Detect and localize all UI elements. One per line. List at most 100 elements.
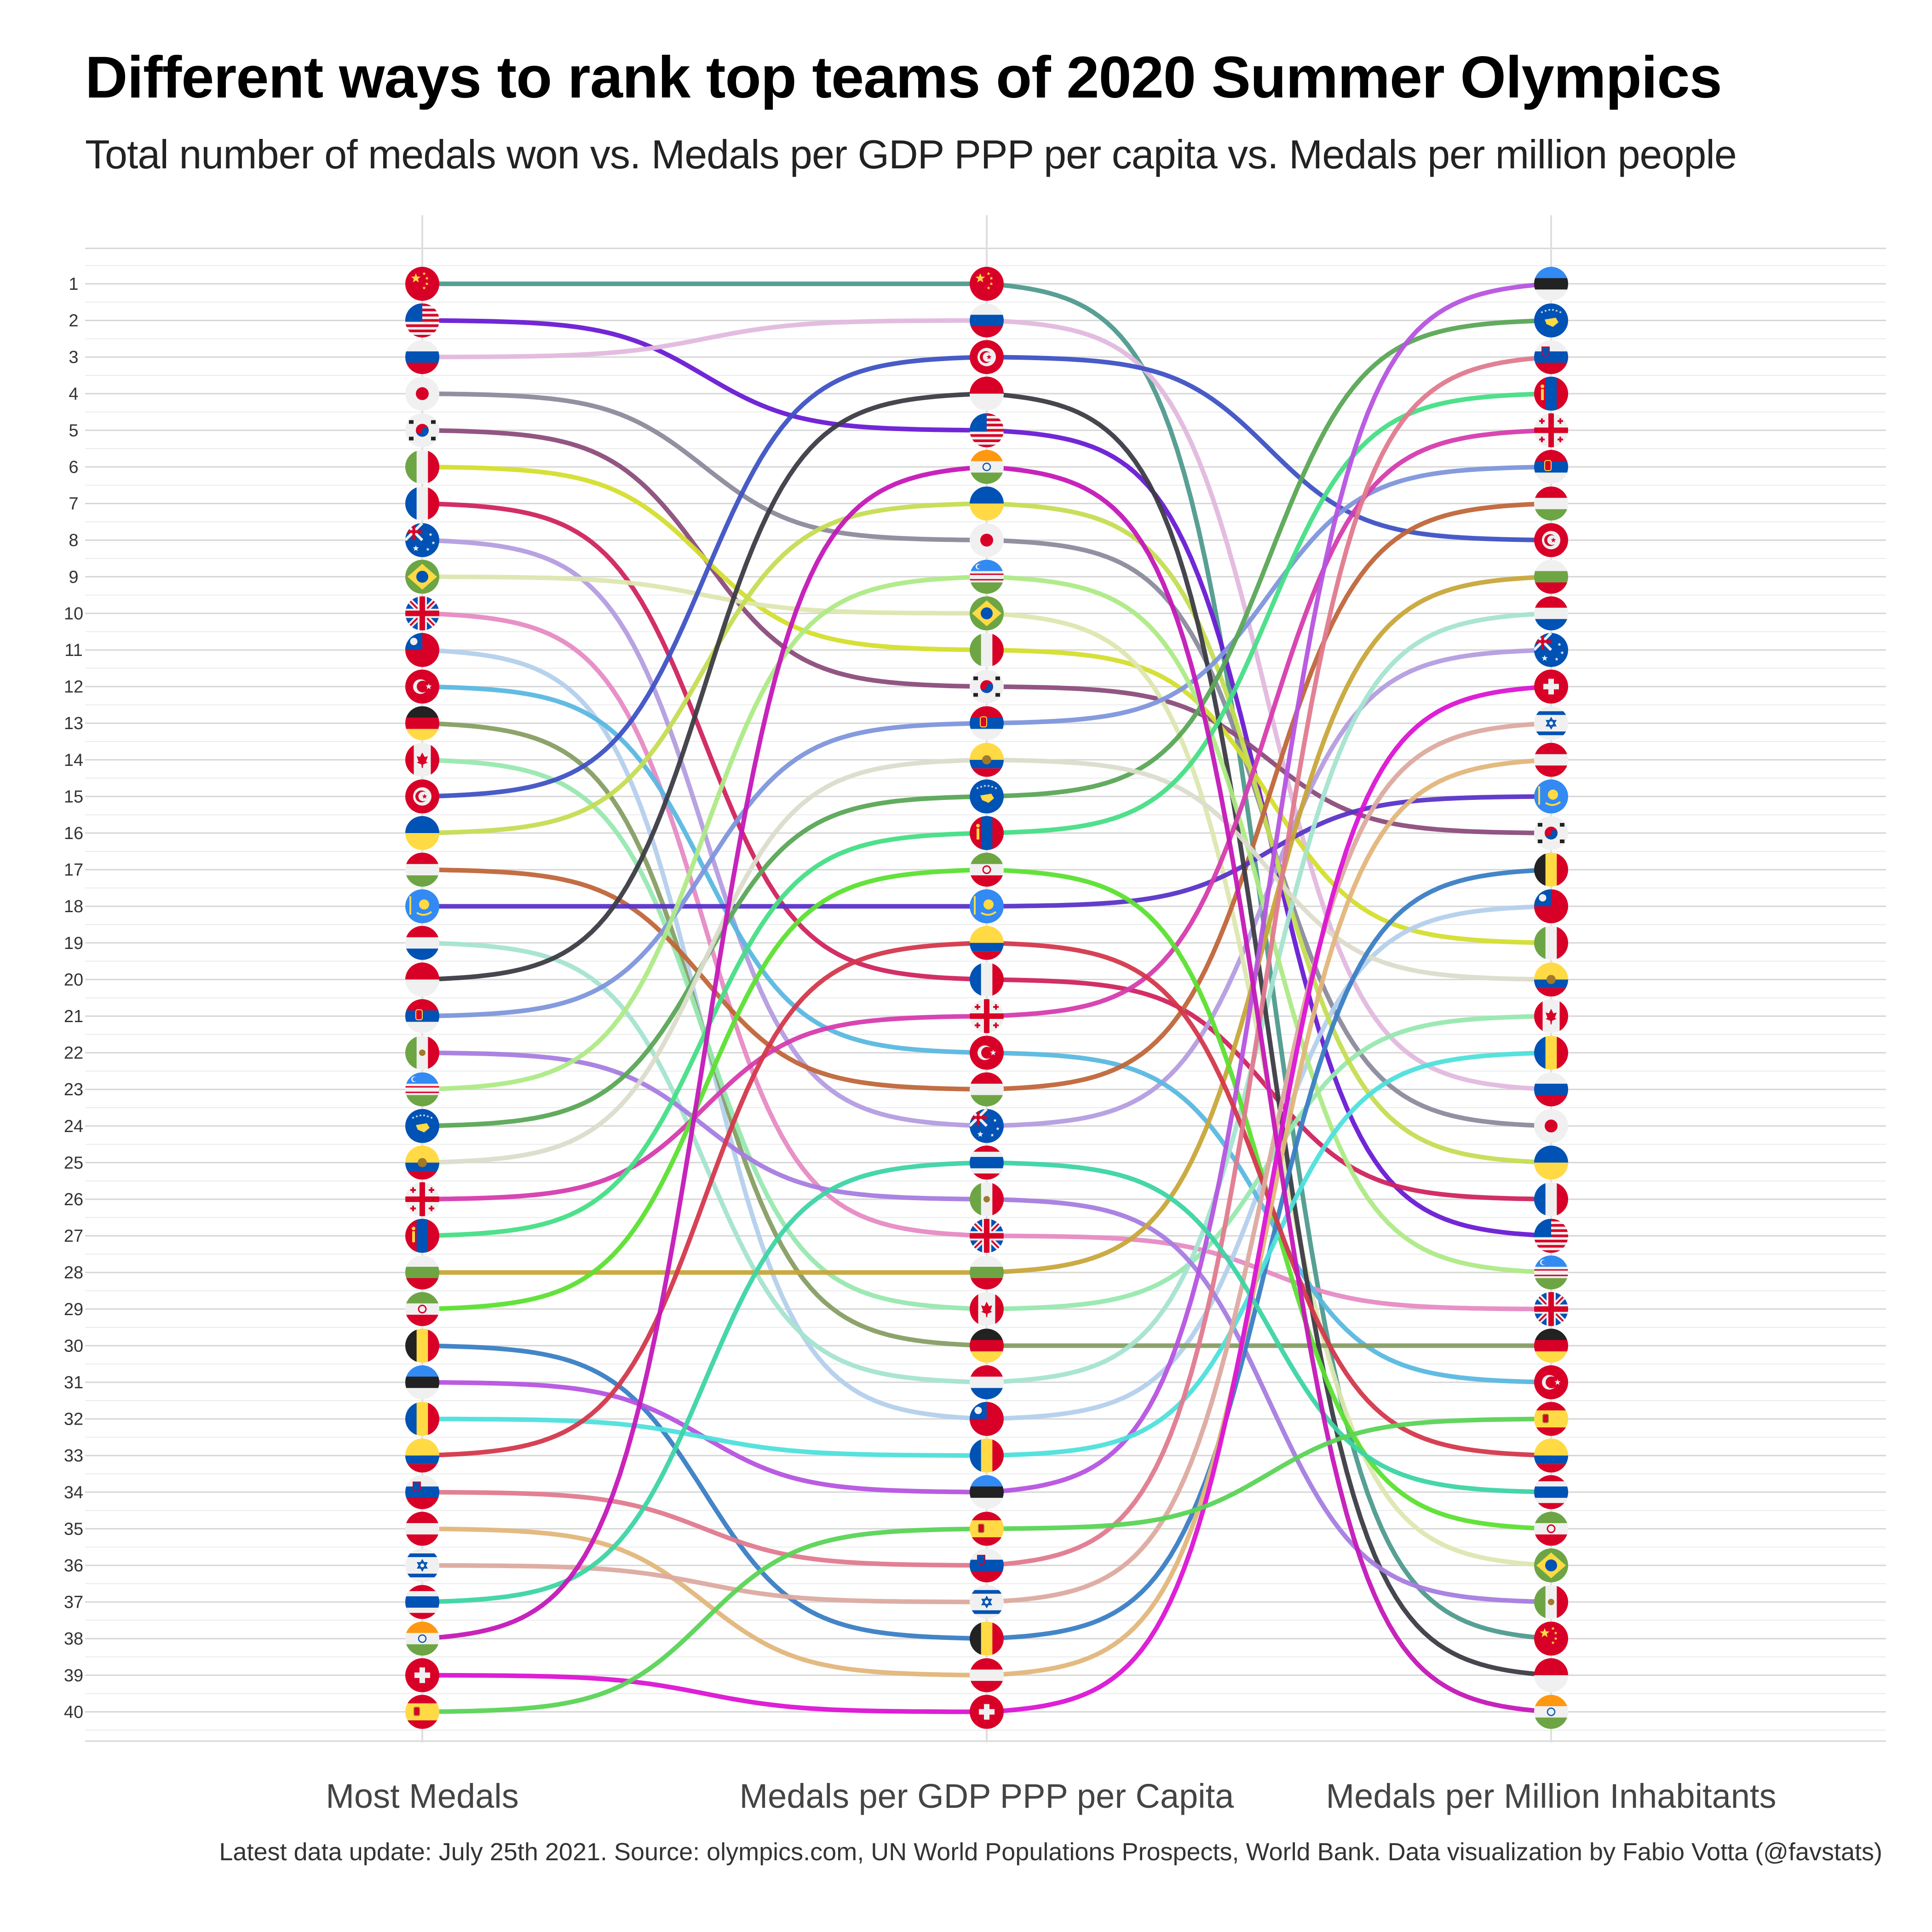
y-tick-label: 20 xyxy=(64,970,83,989)
uzbekistan-flag-icon xyxy=(970,559,1004,594)
bulgaria-flag-icon xyxy=(1534,559,1568,594)
thailand-flag-icon xyxy=(970,1145,1004,1180)
india-flag-icon xyxy=(1534,1695,1568,1729)
brazil-flag-icon xyxy=(970,596,1004,631)
y-tick-label: 29 xyxy=(64,1300,83,1319)
y-tick-label: 31 xyxy=(64,1373,83,1392)
israel-flag-icon xyxy=(970,1585,1004,1619)
y-tick-label: 14 xyxy=(64,751,83,770)
georgia-flag-icon xyxy=(405,1182,439,1216)
tunisia-flag-icon xyxy=(405,779,439,814)
x-axis-label: Most Medals xyxy=(326,1777,518,1815)
italy-flag-icon xyxy=(405,450,439,484)
serbia-flag-icon xyxy=(970,706,1004,741)
x-axis-label: Medals per Million Inhabitants xyxy=(1326,1777,1777,1815)
mexico-flag-icon xyxy=(405,1035,439,1070)
turkey-flag-icon xyxy=(970,1035,1004,1070)
usa-flag-icon xyxy=(970,413,1004,448)
south-korea-flag-icon xyxy=(405,413,439,448)
roc-flag-icon xyxy=(405,340,439,374)
source-caption: Latest data update: July 25th 2021. Sour… xyxy=(219,1838,1882,1866)
switzerland-flag-icon xyxy=(970,1695,1004,1729)
mongolia-flag-icon xyxy=(405,1219,439,1253)
belgium-flag-icon xyxy=(1534,852,1568,887)
iran-flag-icon xyxy=(970,852,1004,887)
spain-flag-icon xyxy=(405,1695,439,1729)
y-tick-label: 4 xyxy=(69,385,78,404)
y-tick-label: 40 xyxy=(64,1702,83,1722)
brazil-flag-icon xyxy=(1534,1548,1568,1582)
chart-title: Different ways to rank top teams of 2020… xyxy=(85,45,1722,110)
great-britain-flag-icon xyxy=(1534,1292,1568,1326)
thailand-flag-icon xyxy=(1534,1475,1568,1509)
chart-subtitle: Total number of medals won vs. Medals pe… xyxy=(85,132,1737,177)
india-flag-icon xyxy=(405,1622,439,1656)
canada-flag-icon xyxy=(970,1292,1004,1326)
italy-flag-icon xyxy=(970,633,1004,667)
y-tick-label: 28 xyxy=(64,1263,83,1282)
spain-flag-icon xyxy=(970,1512,1004,1546)
serbia-flag-icon xyxy=(1534,450,1568,484)
hungary-flag-icon xyxy=(1534,486,1568,521)
china-flag-icon xyxy=(405,267,439,301)
ukraine-flag-icon xyxy=(405,816,439,850)
y-tick-label: 19 xyxy=(64,934,83,953)
x-axis-label: Medals per GDP PPP per Capita xyxy=(740,1777,1235,1815)
y-tick-label: 12 xyxy=(64,678,83,697)
ukraine-flag-icon xyxy=(1534,1145,1568,1180)
bulgaria-flag-icon xyxy=(970,1255,1004,1290)
slovenia-flag-icon xyxy=(405,1475,439,1509)
austria-flag-icon xyxy=(1534,742,1568,777)
slovenia-flag-icon xyxy=(970,1548,1004,1582)
hungary-flag-icon xyxy=(405,852,439,887)
kazakhstan-flag-icon xyxy=(405,889,439,924)
austria-flag-icon xyxy=(405,1512,439,1546)
thailand-flag-icon xyxy=(405,1585,439,1619)
bulgaria-flag-icon xyxy=(405,1255,439,1290)
kosovo-flag-icon xyxy=(1534,303,1568,338)
y-tick-label: 1 xyxy=(69,275,78,294)
france-flag-icon xyxy=(1534,1182,1568,1216)
mongolia-flag-icon xyxy=(1534,376,1568,411)
romania-flag-icon xyxy=(970,1438,1004,1473)
israel-flag-icon xyxy=(1534,706,1568,741)
canada-flag-icon xyxy=(1534,999,1568,1033)
tunisia-flag-icon xyxy=(1534,523,1568,558)
y-tick-label: 8 xyxy=(69,531,78,550)
y-tick-label: 3 xyxy=(69,348,78,367)
france-flag-icon xyxy=(970,962,1004,997)
canada-flag-icon xyxy=(405,742,439,777)
south-korea-flag-icon xyxy=(1534,816,1568,850)
usa-flag-icon xyxy=(405,303,439,338)
y-tick-label: 9 xyxy=(69,568,78,587)
y-tick-label: 18 xyxy=(64,897,83,916)
y-axis-ticks: 1234567891011121314151617181920212223242… xyxy=(64,275,83,1722)
romania-flag-icon xyxy=(405,1402,439,1436)
y-tick-label: 13 xyxy=(64,714,83,733)
netherlands-flag-icon xyxy=(405,926,439,960)
austria-flag-icon xyxy=(970,1658,1004,1692)
usa-flag-icon xyxy=(1534,1219,1568,1253)
belgium-flag-icon xyxy=(405,1328,439,1363)
y-tick-label: 23 xyxy=(64,1080,83,1099)
chinese-taipei-flag-icon xyxy=(405,633,439,667)
kosovo-flag-icon xyxy=(970,779,1004,814)
turkey-flag-icon xyxy=(1534,1365,1568,1399)
y-tick-label: 35 xyxy=(64,1519,83,1539)
y-tick-label: 10 xyxy=(64,604,83,623)
kazakhstan-flag-icon xyxy=(970,889,1004,924)
y-tick-label: 16 xyxy=(64,824,83,843)
germany-flag-icon xyxy=(405,706,439,741)
great-britain-flag-icon xyxy=(405,596,439,631)
belgium-flag-icon xyxy=(970,1622,1004,1656)
y-tick-label: 17 xyxy=(64,861,83,880)
estonia-flag-icon xyxy=(1534,267,1568,301)
y-tick-label: 15 xyxy=(64,787,83,806)
kosovo-flag-icon xyxy=(405,1109,439,1143)
netherlands-flag-icon xyxy=(1534,596,1568,631)
netherlands-flag-icon xyxy=(970,1365,1004,1399)
japan-flag-icon xyxy=(1534,1109,1568,1143)
ecuador-flag-icon xyxy=(970,742,1004,777)
mexico-flag-icon xyxy=(1534,1585,1568,1619)
y-tick-label: 24 xyxy=(64,1117,83,1136)
